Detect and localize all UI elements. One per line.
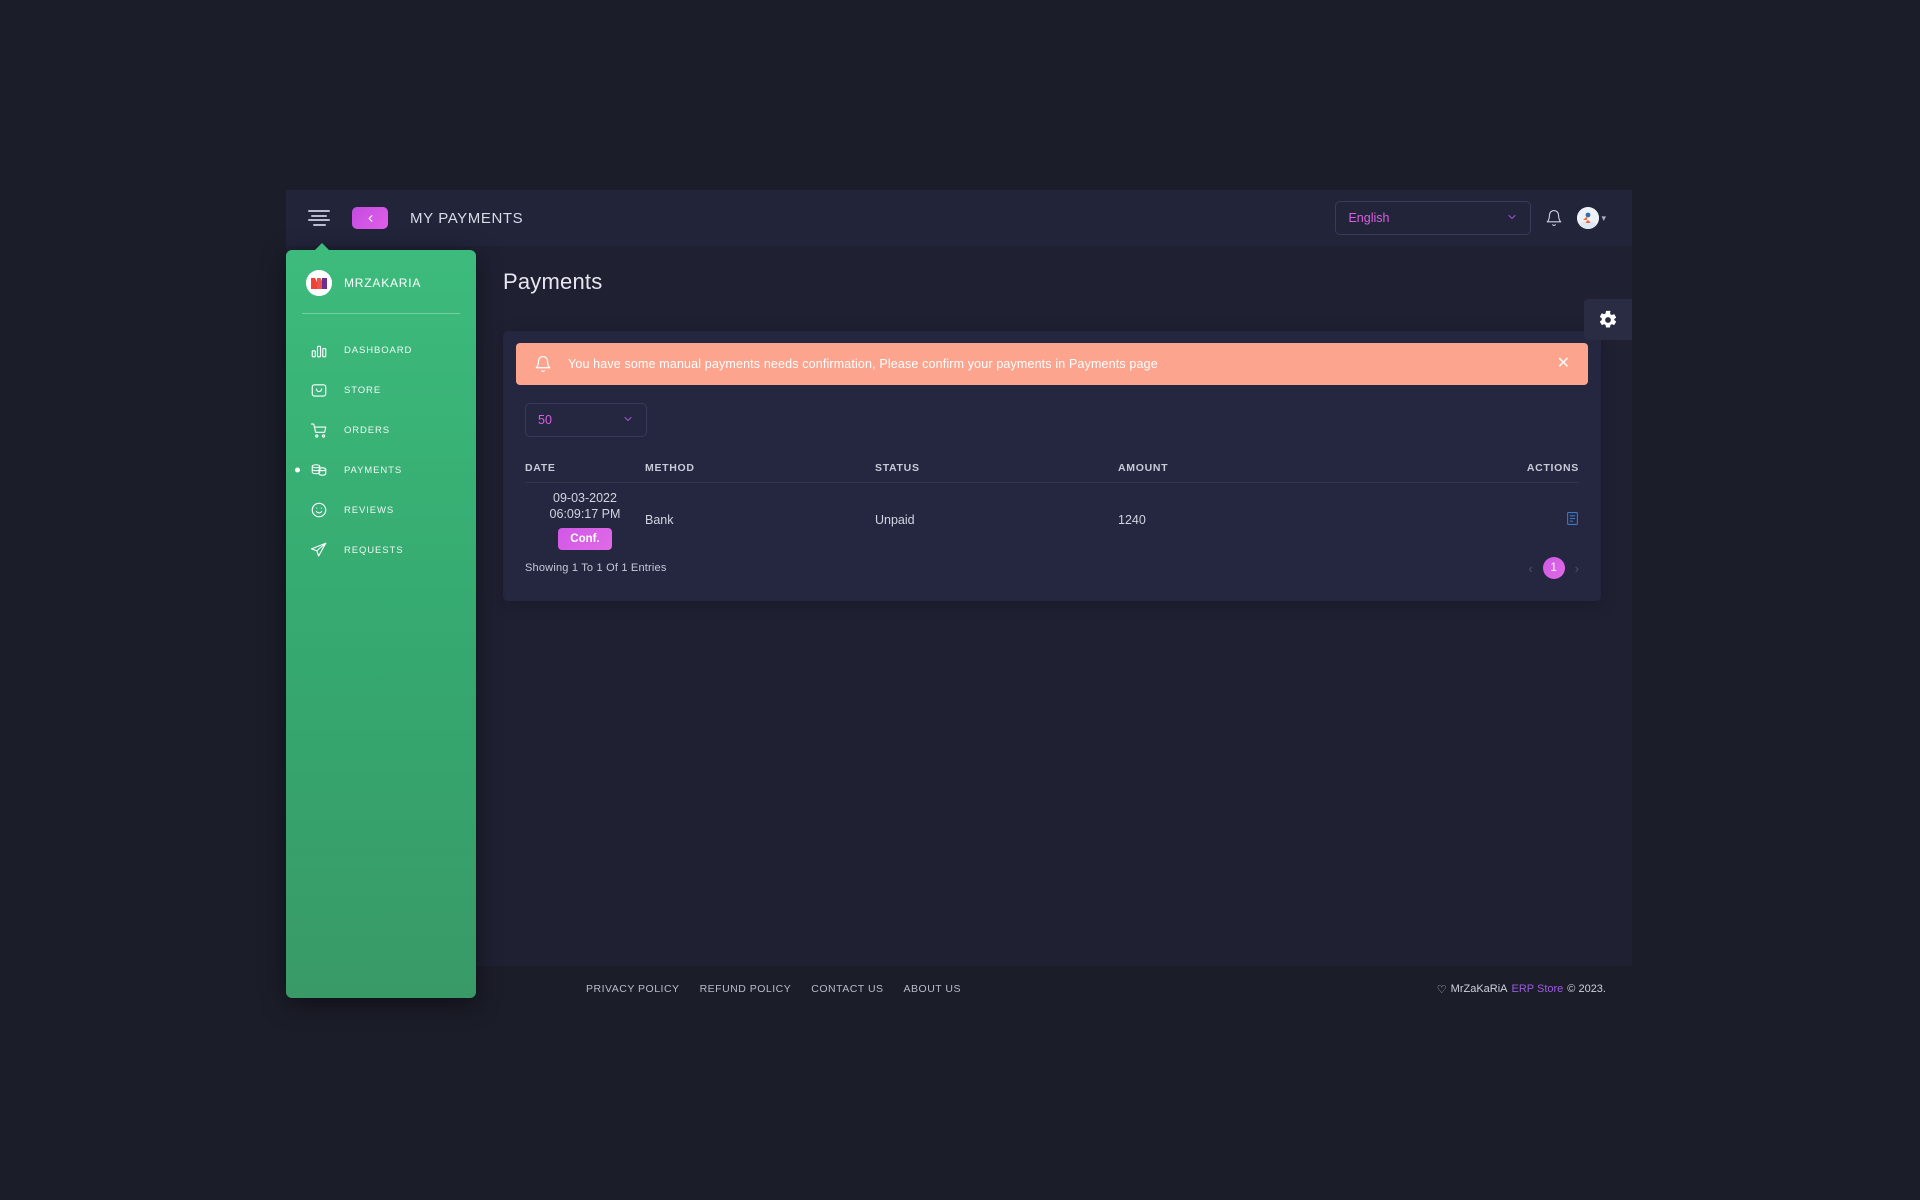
cell-amount: 1240 bbox=[1118, 513, 1146, 527]
sidebar-item-store[interactable]: STORE bbox=[286, 370, 476, 410]
bell-icon bbox=[534, 354, 552, 374]
payments-card: You have some manual payments needs conf… bbox=[503, 331, 1601, 601]
sidebar-item-label: REQUESTS bbox=[344, 544, 404, 556]
footer-link-contact-us[interactable]: CONTACT US bbox=[811, 983, 884, 995]
money-stack-icon bbox=[308, 459, 330, 481]
sidebar-divider bbox=[302, 313, 460, 314]
sidebar-nav: DASHBOARD STORE bbox=[286, 330, 476, 570]
chevron-down-icon bbox=[1506, 211, 1518, 226]
cell-actions bbox=[1438, 511, 1579, 529]
copyright-accent: ERP Store bbox=[1511, 983, 1564, 995]
sidebar-item-label: REVIEWS bbox=[344, 504, 395, 516]
page-length-select[interactable]: 50 bbox=[525, 403, 647, 437]
showing-entries-text: Showing 1 To 1 Of 1 Entries bbox=[525, 562, 667, 574]
shopping-bag-icon bbox=[308, 379, 330, 401]
user-avatar-icon bbox=[1577, 207, 1600, 229]
page-heading: Payments bbox=[503, 269, 603, 294]
footer-link-privacy-policy[interactable]: PRIVACY POLICY bbox=[586, 983, 680, 995]
hamburger-icon[interactable] bbox=[308, 210, 330, 226]
footer-copyright: ♡ MrZaKaRiA ERP Store © 2023. bbox=[1437, 983, 1632, 996]
sidebar-item-dashboard[interactable]: DASHBOARD bbox=[286, 330, 476, 370]
footer-links: PRIVACY POLICY REFUND POLICY CONTACT US … bbox=[286, 983, 961, 995]
paper-plane-icon bbox=[308, 539, 330, 561]
copyright-suffix: © 2023. bbox=[1567, 983, 1606, 995]
sidebar-item-requests[interactable]: REQUESTS bbox=[286, 530, 476, 570]
chevron-down-icon bbox=[622, 413, 634, 428]
gear-icon bbox=[1599, 310, 1617, 327]
language-value: English bbox=[1348, 211, 1390, 225]
alert-message: You have some manual payments needs conf… bbox=[568, 357, 1158, 371]
copyright-brand: MrZaKaRiA bbox=[1450, 983, 1508, 995]
top-navbar: MY PAYMENTS English bbox=[286, 190, 1632, 246]
sidebar-item-label: STORE bbox=[344, 384, 382, 396]
sidebar-item-payments[interactable]: PAYMENTS bbox=[286, 450, 476, 490]
heart-icon: ♡ bbox=[1436, 983, 1447, 996]
avatar[interactable] bbox=[1577, 207, 1600, 229]
back-button[interactable] bbox=[352, 207, 388, 229]
page-title-top: MY PAYMENTS bbox=[410, 209, 524, 227]
mrzakaria-logo-icon bbox=[306, 270, 332, 296]
table-row: 09-03-2022 06:09:17 PM Conf. Bank Unpaid… bbox=[525, 483, 1579, 557]
smiley-face-icon bbox=[308, 499, 330, 521]
app-footer: PRIVACY POLICY REFUND POLICY CONTACT US … bbox=[286, 966, 1632, 1012]
pagination: ‹ 1 › bbox=[1528, 557, 1579, 579]
confirm-button[interactable]: Conf. bbox=[558, 527, 612, 550]
sidebar: MRZAKARIA DASHBOARD bbox=[286, 243, 476, 998]
pagination-prev[interactable]: ‹ bbox=[1528, 560, 1533, 576]
app-window: MY PAYMENTS English bbox=[286, 190, 1632, 1012]
active-dot-icon bbox=[295, 467, 300, 473]
avatar-group[interactable]: ▾ bbox=[1577, 207, 1606, 229]
column-header-amount: AMOUNT bbox=[1118, 461, 1169, 474]
language-select[interactable]: English bbox=[1335, 201, 1532, 235]
footer-link-refund-policy[interactable]: REFUND POLICY bbox=[699, 983, 792, 995]
column-header-status: STATUS bbox=[875, 461, 920, 474]
sidebar-item-label: ORDERS bbox=[344, 424, 391, 436]
pagination-page-1[interactable]: 1 bbox=[1542, 557, 1565, 579]
settings-button[interactable] bbox=[1584, 299, 1632, 340]
alert-banner: You have some manual payments needs conf… bbox=[516, 343, 1588, 385]
pagination-next[interactable]: › bbox=[1574, 560, 1579, 576]
column-header-date: DATE bbox=[525, 461, 556, 474]
column-header-method: METHOD bbox=[645, 461, 695, 474]
bell-icon[interactable] bbox=[1545, 208, 1563, 228]
sidebar-brand-name: MRZAKARIA bbox=[344, 276, 422, 290]
page-length-value: 50 bbox=[538, 413, 552, 427]
sidebar-item-reviews[interactable]: REVIEWS bbox=[286, 490, 476, 530]
table-footer: Showing 1 To 1 Of 1 Entries ‹ 1 › bbox=[525, 557, 1579, 579]
row-date: 09-03-2022 bbox=[553, 490, 617, 505]
footer-link-about-us[interactable]: ABOUT US bbox=[903, 983, 962, 995]
sidebar-item-orders[interactable]: ORDERS bbox=[286, 410, 476, 450]
table-header-row: DATE METHOD STATUS AMOUNT ACTIONS bbox=[525, 453, 1579, 483]
caret-down-icon: ▾ bbox=[1601, 212, 1606, 223]
sidebar-item-label: PAYMENTS bbox=[344, 464, 403, 476]
payments-table: DATE METHOD STATUS AMOUNT ACTIONS 09-03-… bbox=[525, 453, 1579, 557]
bar-chart-icon bbox=[308, 339, 330, 361]
topbar-right-group: English bbox=[1335, 201, 1632, 235]
cell-date: 09-03-2022 06:09:17 PM Conf. bbox=[525, 491, 645, 550]
sidebar-brand[interactable]: MRZAKARIA bbox=[286, 250, 476, 296]
cell-status: Unpaid bbox=[875, 513, 915, 527]
main-content: Payments You have some manual payments n… bbox=[476, 246, 1632, 1012]
shopping-cart-icon bbox=[308, 419, 330, 441]
invoice-icon[interactable] bbox=[1566, 511, 1579, 529]
close-icon[interactable]: ✕ bbox=[1556, 355, 1570, 372]
column-header-actions: ACTIONS bbox=[1526, 461, 1579, 474]
sidebar-item-label: DASHBOARD bbox=[344, 344, 413, 356]
row-time: 06:09:17 PM bbox=[549, 506, 621, 521]
cell-method: Bank bbox=[645, 513, 674, 527]
chevron-left-icon bbox=[368, 214, 372, 222]
